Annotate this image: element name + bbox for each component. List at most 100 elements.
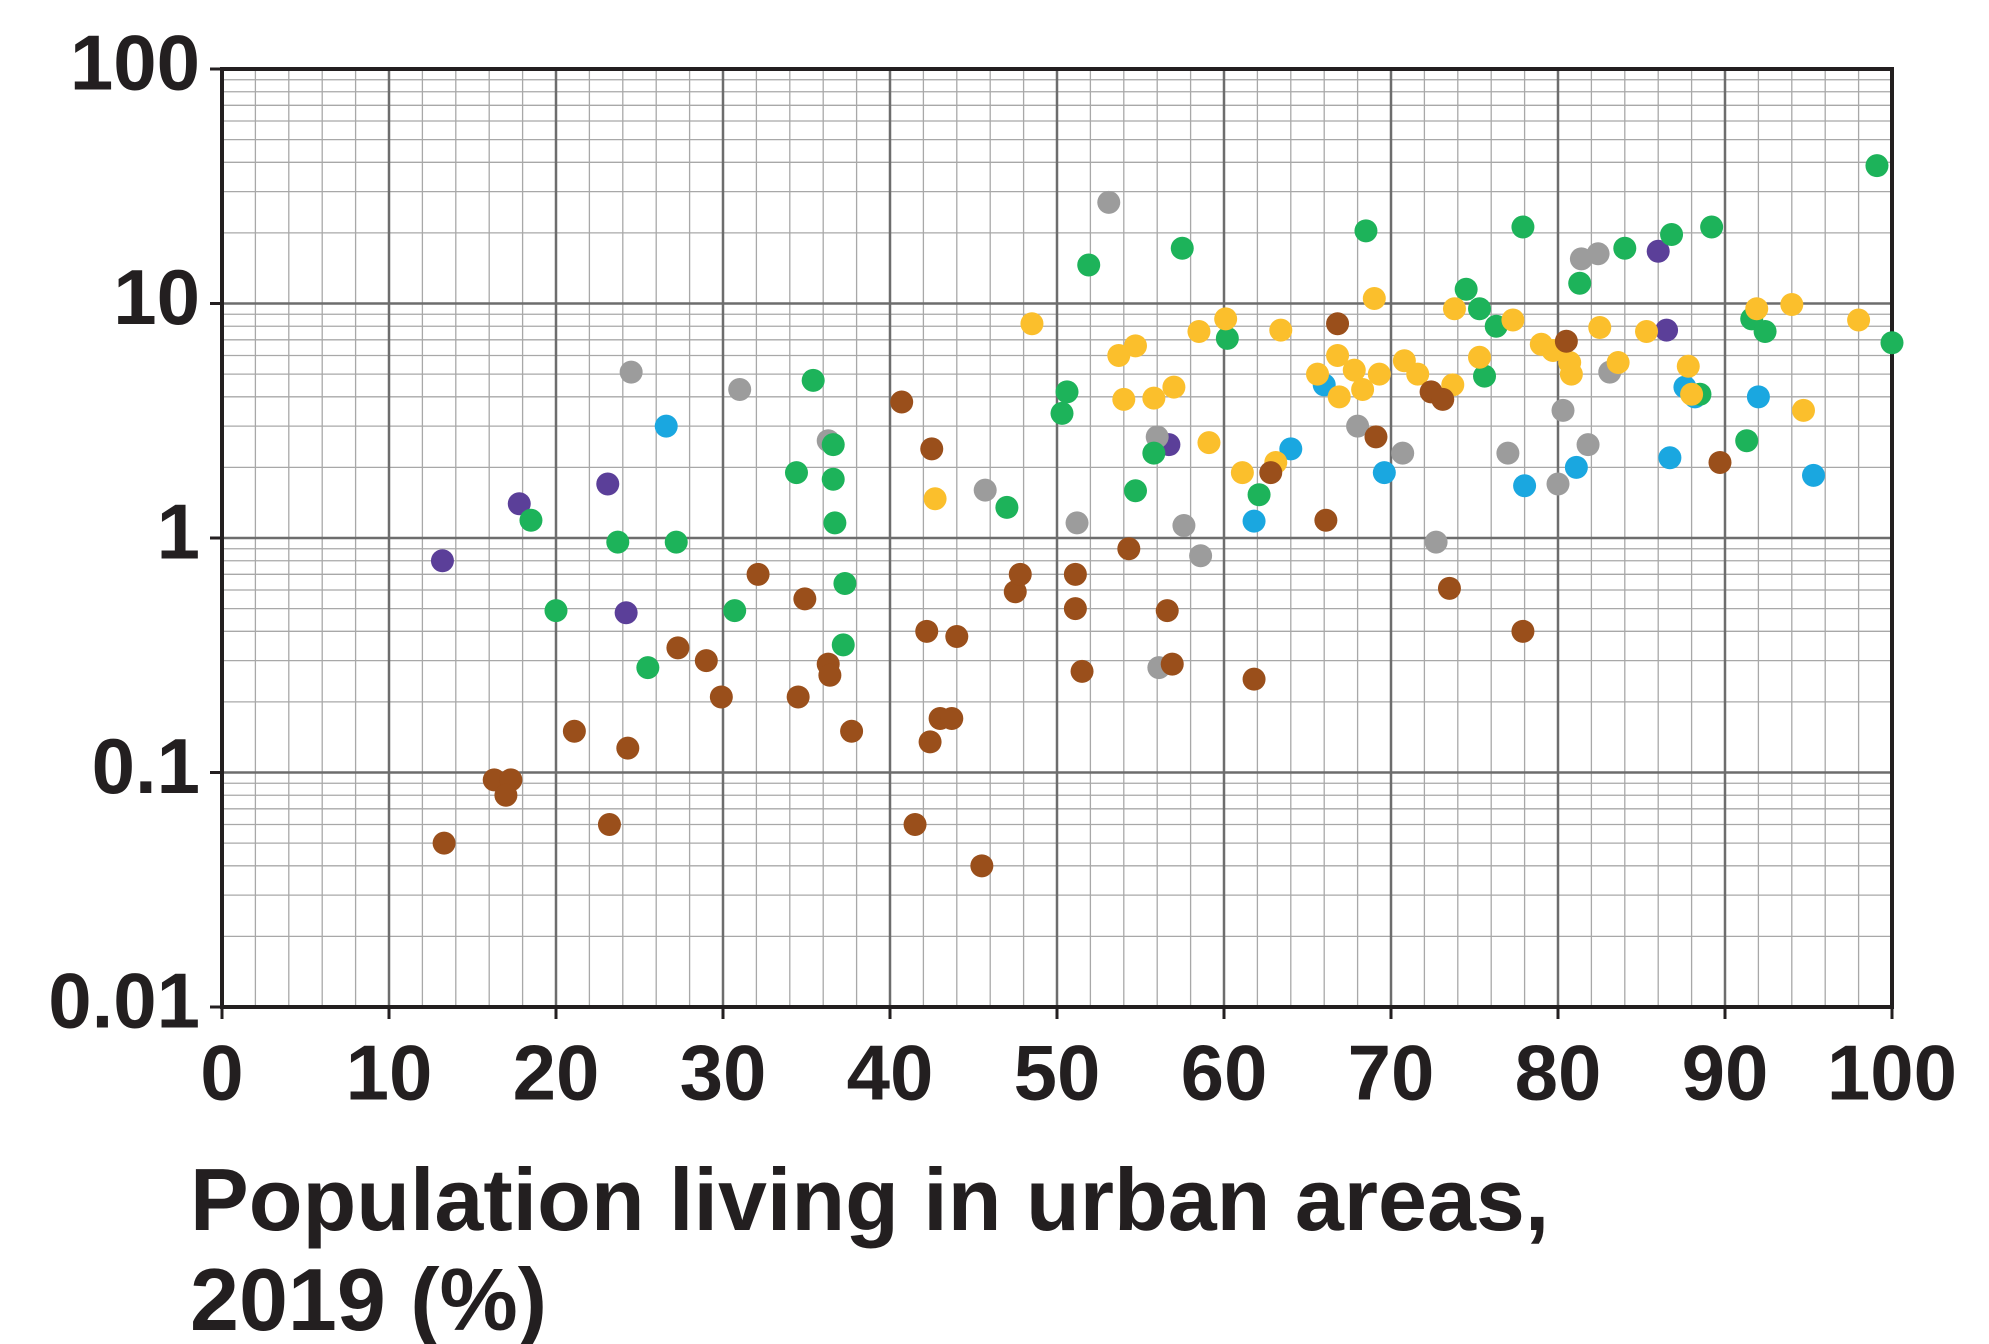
point	[1050, 401, 1074, 425]
point	[923, 487, 947, 511]
point	[1391, 441, 1415, 465]
point	[890, 390, 914, 414]
point	[940, 706, 964, 730]
point	[973, 478, 997, 502]
point	[606, 530, 630, 554]
x-tick-label: 0	[200, 1029, 243, 1117]
point	[1306, 362, 1330, 386]
point	[1354, 219, 1378, 243]
point	[664, 530, 688, 554]
y-tick-label: 1	[157, 488, 200, 576]
point	[1070, 659, 1094, 683]
point	[1454, 277, 1478, 301]
point	[1655, 318, 1679, 342]
point	[1568, 271, 1592, 295]
point	[1065, 511, 1089, 535]
y-tick-label: 0.01	[48, 957, 200, 1045]
point	[1314, 508, 1338, 532]
point	[494, 783, 518, 807]
point	[1554, 329, 1578, 353]
point	[1735, 429, 1759, 453]
point	[597, 813, 621, 837]
point	[1160, 652, 1184, 676]
point	[1708, 450, 1732, 474]
point	[1063, 597, 1087, 621]
point	[1189, 544, 1213, 568]
point	[1342, 358, 1366, 382]
point	[833, 571, 857, 595]
point	[1326, 312, 1350, 336]
point	[1564, 455, 1588, 479]
point	[1259, 461, 1283, 485]
point	[694, 649, 718, 673]
point	[614, 601, 638, 625]
point	[1613, 236, 1637, 260]
point	[1020, 312, 1044, 336]
point	[1496, 441, 1520, 465]
point	[1008, 562, 1032, 586]
point	[903, 813, 927, 837]
point	[1780, 293, 1804, 317]
point	[728, 377, 752, 401]
point	[1142, 441, 1166, 465]
point	[920, 437, 944, 461]
point	[596, 472, 620, 496]
point	[1097, 190, 1121, 214]
point	[1588, 316, 1612, 340]
y-tick-label: 10	[113, 253, 200, 341]
x-tick-label: 40	[847, 1029, 934, 1117]
point	[1635, 319, 1659, 343]
point	[793, 587, 817, 611]
point	[1791, 398, 1815, 422]
point	[1197, 431, 1221, 455]
point	[918, 730, 942, 754]
point	[619, 360, 643, 384]
x-tick-label: 50	[1014, 1029, 1101, 1117]
x-tick-label: 90	[1682, 1029, 1769, 1117]
point	[818, 663, 842, 687]
point	[1802, 463, 1826, 487]
point	[1142, 386, 1166, 410]
plot-frame	[220, 67, 1894, 1009]
point	[1279, 437, 1303, 461]
point	[1606, 351, 1630, 375]
point	[1658, 446, 1682, 470]
y-tick-label: 100	[70, 19, 200, 107]
point	[1847, 308, 1871, 332]
point	[1660, 222, 1684, 246]
point	[1865, 154, 1889, 178]
point	[1269, 318, 1293, 342]
point	[995, 495, 1019, 519]
point	[1468, 297, 1492, 321]
x-tick-label: 100	[1827, 1029, 1957, 1117]
point	[1424, 530, 1448, 554]
point	[1123, 334, 1147, 358]
point	[1442, 297, 1466, 321]
point	[1112, 387, 1136, 411]
x-tick-label: 20	[513, 1029, 600, 1117]
point	[1676, 354, 1700, 378]
point	[1880, 331, 1904, 355]
x-tick-label: 10	[346, 1029, 433, 1117]
point	[823, 511, 847, 535]
point	[432, 831, 456, 855]
point	[1753, 319, 1777, 343]
point	[666, 636, 690, 660]
point	[1172, 514, 1196, 538]
point	[1123, 479, 1147, 503]
point	[519, 508, 543, 532]
point	[1242, 667, 1266, 691]
x-tick-label: 60	[1181, 1029, 1268, 1117]
point	[1351, 377, 1375, 401]
point	[1746, 385, 1770, 409]
point	[1576, 433, 1600, 457]
point	[1559, 362, 1583, 386]
point	[1117, 537, 1141, 561]
x-tick-label: 30	[680, 1029, 767, 1117]
point	[1551, 398, 1575, 422]
point	[945, 625, 969, 649]
point	[1367, 362, 1391, 386]
point	[1170, 236, 1194, 260]
point	[1513, 474, 1537, 498]
point	[636, 656, 660, 680]
